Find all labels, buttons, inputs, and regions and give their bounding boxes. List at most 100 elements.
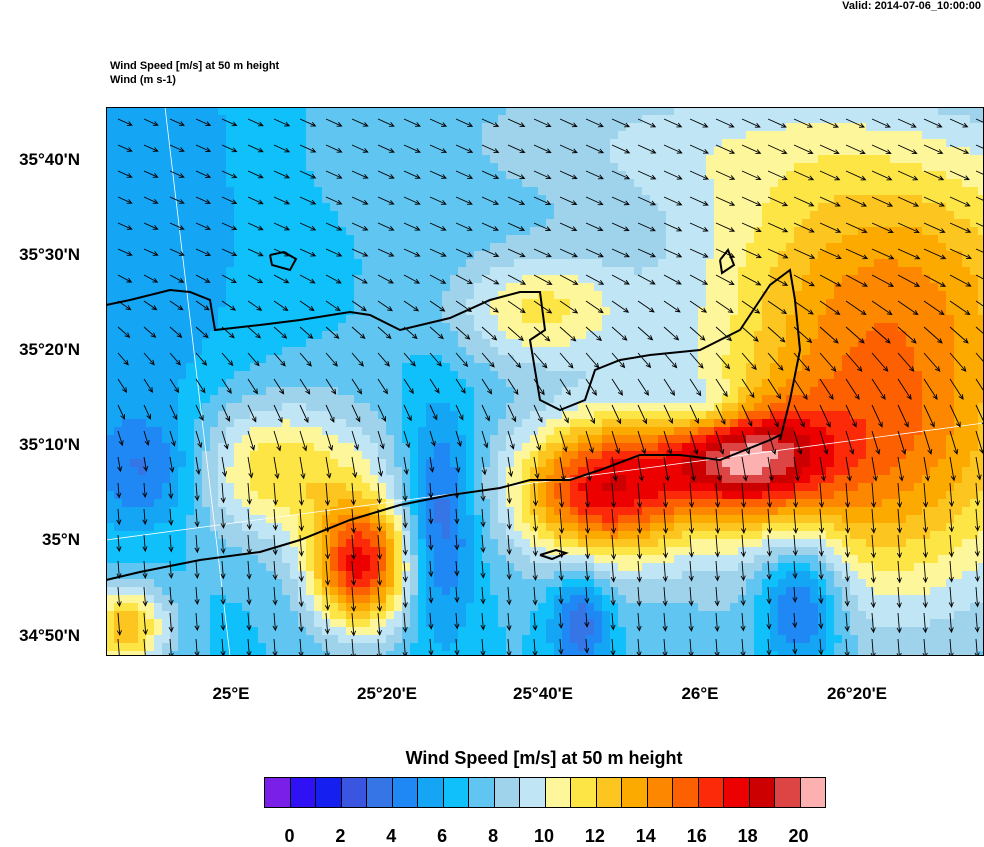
speed-cell <box>586 115 595 124</box>
speed-cell <box>842 339 851 348</box>
speed-cell <box>146 427 155 436</box>
speed-cell <box>498 347 507 356</box>
speed-cell <box>138 131 147 140</box>
speed-cell <box>514 123 523 132</box>
speed-cell <box>842 139 851 148</box>
speed-cell <box>698 371 707 380</box>
speed-cell <box>130 187 139 196</box>
speed-cell <box>114 259 123 268</box>
speed-cell <box>586 371 595 380</box>
speed-cell <box>130 235 139 244</box>
speed-cell <box>522 227 531 236</box>
speed-cell <box>826 443 835 452</box>
speed-cell <box>418 467 427 476</box>
speed-cell <box>410 203 419 212</box>
speed-cell <box>794 427 803 436</box>
speed-cell <box>482 371 491 380</box>
speed-cell <box>458 259 467 268</box>
speed-cell <box>738 195 747 204</box>
speed-cell <box>930 211 939 220</box>
speed-cell <box>586 451 595 460</box>
speed-cell <box>714 403 723 412</box>
speed-cell <box>442 211 451 220</box>
speed-cell <box>490 115 499 124</box>
speed-cell <box>162 459 171 468</box>
speed-cell <box>722 283 731 292</box>
speed-cell <box>626 131 635 140</box>
speed-cell <box>922 139 931 148</box>
speed-cell <box>466 339 475 348</box>
speed-cell <box>522 179 531 188</box>
speed-cell <box>458 187 467 196</box>
speed-cell <box>450 219 459 228</box>
speed-cell <box>618 155 627 164</box>
speed-cell <box>442 123 451 132</box>
speed-cell <box>338 147 347 156</box>
speed-cell <box>178 355 187 364</box>
speed-cell <box>250 123 259 132</box>
speed-cell <box>314 451 323 460</box>
speed-cell <box>578 163 587 172</box>
speed-cell <box>770 451 779 460</box>
speed-cell <box>186 267 195 276</box>
speed-cell <box>218 411 227 420</box>
speed-cell <box>450 123 459 132</box>
speed-cell <box>674 187 683 196</box>
speed-cell <box>858 443 867 452</box>
speed-cell <box>450 195 459 204</box>
speed-cell <box>682 235 691 244</box>
speed-cell <box>954 395 963 404</box>
speed-cell <box>474 363 483 372</box>
speed-cell <box>194 443 203 452</box>
speed-cell <box>578 139 587 148</box>
speed-cell <box>250 379 259 388</box>
speed-cell <box>338 355 347 364</box>
speed-cell <box>314 371 323 380</box>
speed-cell <box>930 131 939 140</box>
speed-cell <box>498 339 507 348</box>
speed-cell <box>642 403 651 412</box>
speed-cell <box>546 323 555 332</box>
speed-cell <box>338 251 347 260</box>
speed-cell <box>970 283 979 292</box>
speed-cell <box>474 307 483 316</box>
speed-cell <box>954 179 963 188</box>
speed-cell <box>794 115 803 124</box>
speed-cell <box>306 107 315 116</box>
speed-cell <box>250 203 259 212</box>
speed-cell <box>698 339 707 348</box>
speed-cell <box>946 443 955 452</box>
speed-cell <box>186 451 195 460</box>
speed-cell <box>818 347 827 356</box>
speed-cell <box>490 427 499 436</box>
speed-cell <box>602 139 611 148</box>
speed-cell <box>450 147 459 156</box>
speed-cell <box>338 195 347 204</box>
speed-cell <box>874 315 883 324</box>
speed-cell <box>266 219 275 228</box>
speed-cell <box>514 267 523 276</box>
speed-cell <box>570 427 579 436</box>
speed-cell <box>378 275 387 284</box>
speed-cell <box>786 115 795 124</box>
speed-cell <box>618 243 627 252</box>
speed-cell <box>562 203 571 212</box>
speed-cell <box>426 419 435 428</box>
speed-cell <box>786 331 795 340</box>
speed-cell <box>930 315 939 324</box>
speed-cell <box>634 379 643 388</box>
speed-cell <box>978 131 984 140</box>
wind-speed-field <box>106 107 984 656</box>
speed-cell <box>786 251 795 260</box>
speed-cell <box>418 419 427 428</box>
speed-cell <box>682 187 691 196</box>
speed-cell <box>514 187 523 196</box>
speed-cell <box>362 299 371 308</box>
speed-cell <box>138 251 147 260</box>
speed-cell <box>202 187 211 196</box>
speed-cell <box>850 115 859 124</box>
speed-cell <box>394 211 403 220</box>
speed-cell <box>578 259 587 268</box>
speed-cell <box>226 331 235 340</box>
speed-cell <box>250 435 259 444</box>
